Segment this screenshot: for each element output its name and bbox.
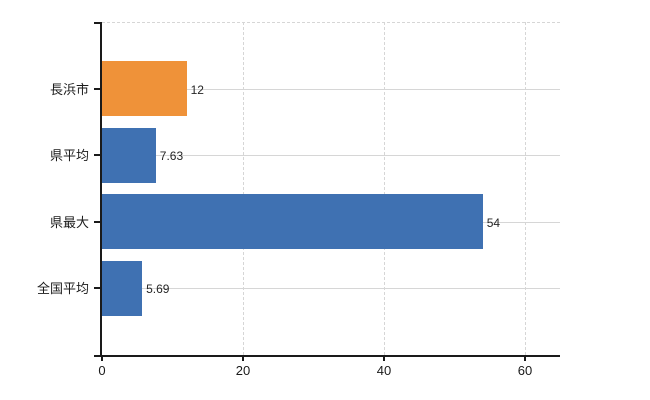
category-label: 県最大: [49, 214, 89, 230]
y-axis-tick: [94, 154, 102, 157]
y-axis-tick: [94, 287, 102, 290]
bar: [102, 61, 187, 117]
category-label: 長浜市: [49, 81, 89, 97]
bar: [102, 194, 483, 250]
category-gridline: [102, 288, 560, 290]
x-tick-label: 0: [98, 363, 106, 378]
y-axis-tick: [94, 87, 102, 90]
x-gridline: [384, 22, 385, 355]
x-gridline: [243, 22, 244, 355]
x-axis-line: [94, 355, 560, 357]
bar: [102, 127, 156, 183]
value-label: 12: [190, 82, 204, 97]
value-label: 5.69: [146, 282, 170, 297]
category-label: 全国平均: [36, 281, 89, 297]
category-gridline: [102, 88, 560, 90]
x-tick-label: 40: [376, 363, 392, 378]
y-axis-line: [100, 22, 102, 357]
category-label: 県平均: [49, 148, 89, 164]
bar: [102, 260, 143, 316]
x-axis-tick: [101, 355, 103, 361]
x-axis-tick: [242, 355, 244, 361]
category-gridline: [102, 155, 560, 157]
x-gridline: [525, 22, 526, 355]
y-axis-tick: [94, 220, 102, 223]
y-axis-end-tick: [94, 22, 102, 24]
plot-top-border: [102, 22, 560, 23]
value-label: 7.63: [159, 149, 184, 164]
x-tick-label: 60: [517, 363, 533, 378]
value-label: 54: [486, 215, 501, 230]
x-tick-label: 20: [235, 363, 251, 378]
x-axis-tick: [524, 355, 526, 361]
x-axis-tick: [383, 355, 385, 361]
